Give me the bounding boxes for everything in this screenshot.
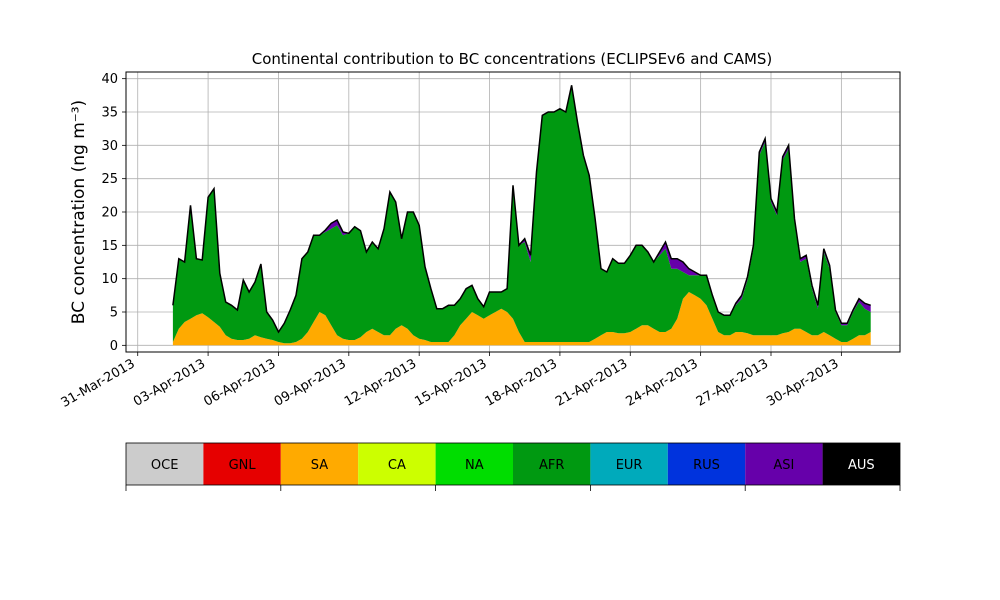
legend-swatch-na xyxy=(435,443,513,485)
legend-frame xyxy=(125,442,901,486)
y-tick-label: 5 xyxy=(110,306,118,321)
legend-label-eur: EUR xyxy=(616,458,643,473)
legend-swatch-sa xyxy=(280,443,359,485)
legend-swatch-ca xyxy=(358,443,436,485)
y-tick-label: 40 xyxy=(101,72,118,87)
total-outline xyxy=(172,85,871,334)
y-tick-label: 35 xyxy=(101,106,118,121)
legend-swatch-afr xyxy=(513,443,591,485)
y-tick-label: 25 xyxy=(101,172,118,187)
y-axis-label: BC concentration (ng m⁻³) xyxy=(69,100,89,324)
legend-label-asi: ASI xyxy=(773,458,794,473)
legend-swatch-gnl xyxy=(203,443,281,485)
legend-label-rus: RUS xyxy=(693,458,720,473)
area-series-afr xyxy=(172,85,871,344)
legend-label-aus: AUS xyxy=(848,458,875,473)
legend-swatch-rus xyxy=(667,443,746,485)
total-line xyxy=(172,85,871,334)
legend-swatch-asi xyxy=(745,443,823,485)
area-series-sa xyxy=(172,292,871,346)
y-tick-label: 20 xyxy=(101,206,118,221)
legend-swatch-oce xyxy=(126,443,204,485)
chart-title: Continental contribution to BC concentra… xyxy=(252,50,773,68)
y-tick-label: 10 xyxy=(101,272,118,287)
legend-label-afr: AFR xyxy=(539,458,564,473)
legend-swatch-eur xyxy=(590,443,668,485)
legend-swatch-aus xyxy=(822,443,900,485)
legend-label-oce: OCE xyxy=(151,458,179,473)
stacked-areas xyxy=(172,85,871,346)
legend-colorbar: OCE GNL SA CA NA AFR EUR RUS ASI AUS xyxy=(125,442,901,491)
legend-label-na: NA xyxy=(465,458,484,473)
y-axis: 0 5 10 15 20 25 30 35 40 xyxy=(101,72,126,354)
legend-label-gnl: GNL xyxy=(229,458,257,473)
legend-label-ca: CA xyxy=(388,458,406,473)
y-tick-label: 0 xyxy=(110,339,118,354)
y-tick-label: 30 xyxy=(101,139,118,154)
legend-label-sa: SA xyxy=(311,458,328,473)
y-tick-label: 15 xyxy=(101,239,118,254)
